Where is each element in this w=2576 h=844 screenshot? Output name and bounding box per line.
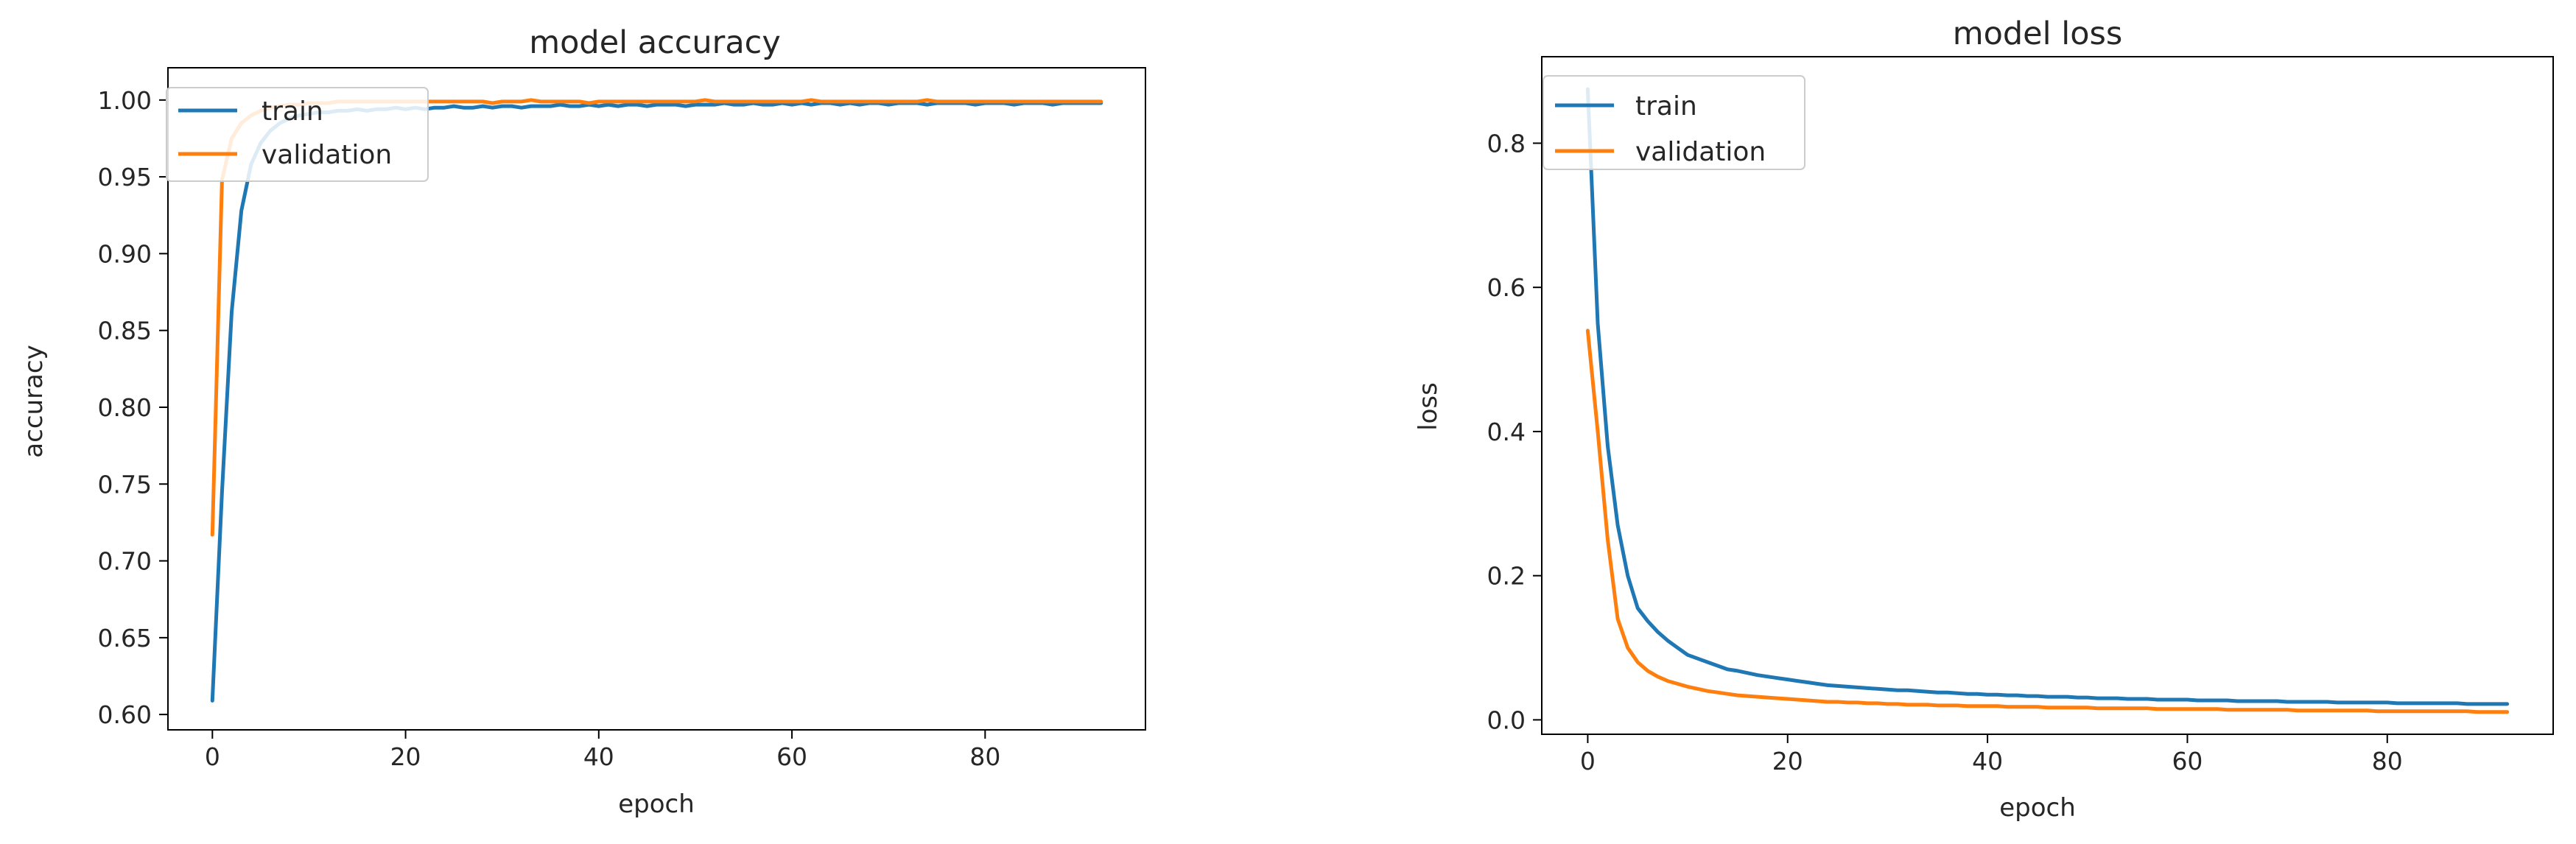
loss-y-tick-label: 0.0 — [1487, 706, 1526, 734]
accuracy-x-tick-label: 60 — [776, 742, 807, 771]
loss-x-tick-label: 20 — [1772, 747, 1803, 776]
loss-train-line — [1585, 87, 2510, 706]
accuracy-y-tick-label: 0.95 — [98, 163, 152, 191]
accuracy-y-tick-label: 0.90 — [98, 239, 152, 268]
loss-y-ticks: 0.0 0.2 0.4 0.6 0.8 — [1487, 129, 1542, 734]
accuracy-legend-validation-label: validation — [262, 140, 392, 170]
loss-validation-line — [1585, 328, 2510, 714]
loss-y-tick-label: 0.2 — [1487, 562, 1526, 591]
loss-chart-title: model loss — [1953, 15, 2123, 52]
accuracy-y-tick-label: 0.70 — [98, 547, 152, 576]
accuracy-y-tick-label: 0.80 — [98, 393, 152, 422]
loss-x-tick-label: 60 — [2172, 747, 2203, 776]
loss-legend-box — [1543, 75, 1805, 170]
loss-legend-train-label: train — [1635, 91, 1697, 122]
accuracy-x-tick-label: 40 — [583, 742, 614, 771]
accuracy-plot-frame — [167, 67, 1146, 731]
accuracy-chart-title: model accuracy — [529, 24, 781, 61]
accuracy-chart: model accuracy epoch accuracy 0 20 40 60 80 … — [19, 24, 1146, 819]
loss-x-ticks: 0 20 40 60 80 — [1580, 734, 2403, 776]
loss-y-tick-label: 0.4 — [1487, 418, 1526, 446]
accuracy-y-axis-label: accuracy — [19, 345, 49, 457]
accuracy-train-line — [210, 101, 1103, 703]
loss-x-axis-label: epoch — [1999, 793, 2076, 823]
accuracy-x-tick-label: 20 — [390, 742, 421, 771]
loss-y-axis-label: loss — [1414, 382, 1443, 431]
accuracy-series — [210, 98, 1103, 703]
accuracy-legend: train validation — [166, 87, 429, 182]
loss-x-tick-label: 80 — [2372, 747, 2403, 776]
loss-x-tick-label: 40 — [1972, 747, 2003, 776]
accuracy-legend-train-label: train — [262, 96, 323, 127]
loss-legend: train validation — [1543, 75, 1805, 170]
loss-chart: model loss epoch loss 0 20 40 60 80 0.00.20.… — [1414, 15, 2554, 823]
accuracy-y-tick-label: 0.60 — [98, 700, 152, 729]
loss-y-tick-label: 0.6 — [1487, 273, 1526, 302]
accuracy-x-tick-label: 0 — [205, 742, 220, 771]
loss-plot-frame — [1541, 56, 2554, 735]
loss-y-tick-label: 0.8 — [1487, 129, 1526, 158]
accuracy-y-tick-label: 0.65 — [98, 624, 152, 653]
accuracy-y-tick-label: 0.85 — [98, 317, 152, 345]
accuracy-x-axis-label: epoch — [618, 790, 695, 819]
loss-legend-validation-label: validation — [1635, 137, 1766, 167]
accuracy-x-tick-label: 80 — [969, 742, 1000, 771]
loss-series — [1585, 87, 2510, 714]
accuracy-x-ticks: 0 20 40 60 80 — [205, 730, 1000, 771]
accuracy-y-tick-label: 1.00 — [98, 86, 152, 115]
accuracy-y-tick-label: 0.75 — [98, 470, 152, 499]
loss-x-tick-label: 0 — [1580, 747, 1596, 776]
accuracy-y-ticks: 0.60 0.65 0.70 0.75 0.80 0.85 0.90 0.95 1.00 — [98, 86, 168, 729]
